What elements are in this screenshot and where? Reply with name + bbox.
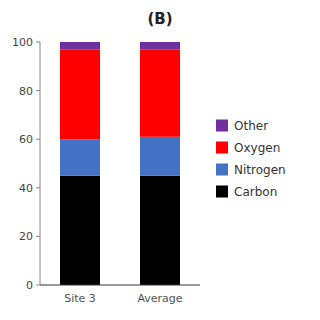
legend-swatch <box>216 186 228 198</box>
x-axis-line <box>40 285 200 286</box>
legend-label: Nitrogen <box>234 163 286 177</box>
y-axis-line <box>40 42 41 285</box>
bar-segment <box>140 137 180 176</box>
y-tick <box>36 139 40 140</box>
bar-segment <box>140 49 180 136</box>
bar-segment <box>60 49 100 139</box>
chart-title: (B) <box>147 10 172 28</box>
x-tick-label: Site 3 <box>64 292 96 305</box>
y-tick <box>36 285 40 286</box>
y-tick-label: 80 <box>19 85 33 98</box>
y-tick-label: 40 <box>19 182 33 195</box>
legend-label: Carbon <box>234 185 277 199</box>
y-tick <box>36 236 40 237</box>
y-tick <box>36 90 40 91</box>
chart-svg: (B) 0 20 40 60 80 100 Site 3 Average Other Oxygen N… <box>0 0 320 320</box>
bars <box>60 42 180 285</box>
x-tick-label: Average <box>137 292 182 305</box>
legend: Other Oxygen Nitrogen Carbon <box>216 119 286 199</box>
bar-segment <box>60 176 100 285</box>
y-tick <box>36 42 40 43</box>
y-tick <box>36 187 40 188</box>
y-tick-label: 100 <box>12 36 33 49</box>
bar-segment <box>140 42 180 49</box>
bar-segment <box>60 139 100 175</box>
chart-container: (B) 0 20 40 60 80 100 Site 3 Average Other Oxygen N… <box>0 0 320 320</box>
legend-swatch <box>216 120 228 132</box>
legend-label: Other <box>234 119 268 133</box>
legend-label: Oxygen <box>234 141 280 155</box>
legend-swatch <box>216 142 228 154</box>
y-tick-label: 0 <box>26 279 33 292</box>
bar-segment <box>140 176 180 285</box>
y-tick-label: 20 <box>19 230 33 243</box>
bar-segment <box>60 42 100 49</box>
y-tick-label: 60 <box>19 133 33 146</box>
legend-swatch <box>216 164 228 176</box>
